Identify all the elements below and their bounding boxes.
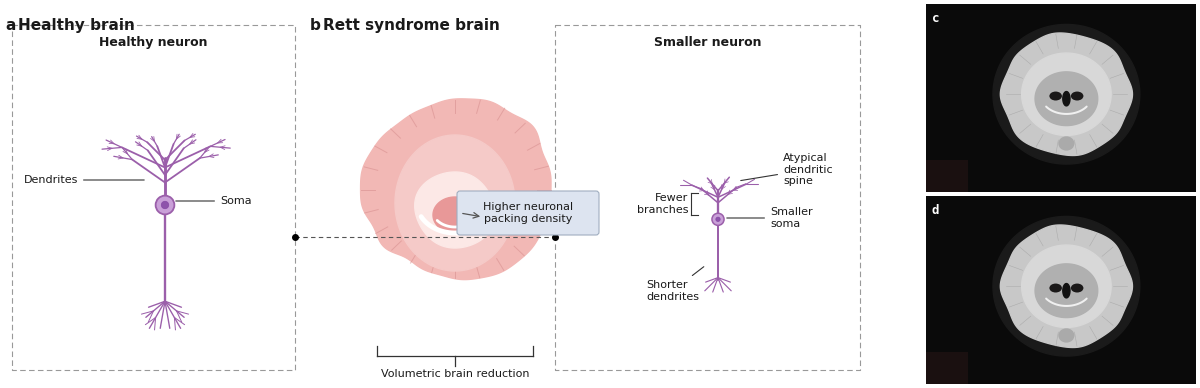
Text: a: a: [5, 18, 16, 33]
Ellipse shape: [1070, 284, 1084, 293]
Ellipse shape: [156, 196, 174, 215]
Ellipse shape: [712, 213, 724, 225]
Ellipse shape: [1058, 328, 1074, 343]
Text: Smaller
soma: Smaller soma: [727, 207, 812, 229]
Text: Soma: Soma: [175, 196, 252, 206]
Text: Fewer
branches: Fewer branches: [636, 193, 688, 215]
Text: b: b: [310, 18, 320, 33]
Polygon shape: [1001, 33, 1133, 156]
Polygon shape: [1063, 284, 1070, 298]
Text: Smaller neuron: Smaller neuron: [654, 36, 761, 49]
Ellipse shape: [715, 217, 720, 222]
Polygon shape: [1036, 264, 1098, 317]
Ellipse shape: [161, 201, 169, 209]
Bar: [926, 4, 1196, 192]
Polygon shape: [992, 217, 1140, 356]
Polygon shape: [1021, 245, 1111, 327]
Polygon shape: [368, 106, 544, 272]
Text: d: d: [932, 204, 940, 217]
Ellipse shape: [1049, 284, 1062, 293]
Text: Higher neuronal
packing density: Higher neuronal packing density: [482, 202, 574, 224]
Bar: [926, 160, 968, 192]
Polygon shape: [1001, 225, 1133, 348]
Polygon shape: [1021, 53, 1111, 135]
Text: Rett syndrome brain: Rett syndrome brain: [323, 18, 500, 33]
FancyBboxPatch shape: [457, 191, 599, 235]
Text: c: c: [932, 12, 940, 25]
Bar: [926, 352, 968, 384]
Bar: [926, 196, 1196, 384]
Text: Volumetric brain reduction: Volumetric brain reduction: [380, 369, 529, 379]
Polygon shape: [1063, 92, 1070, 106]
Polygon shape: [992, 24, 1140, 164]
Polygon shape: [395, 135, 515, 271]
Text: Shorter
dendrites: Shorter dendrites: [646, 267, 704, 301]
Text: Dendrites: Dendrites: [24, 175, 144, 185]
Polygon shape: [360, 99, 551, 280]
Text: Healthy brain: Healthy brain: [18, 18, 134, 33]
Ellipse shape: [1058, 136, 1074, 151]
Text: Atypical
dendritic
spine: Atypical dendritic spine: [740, 153, 833, 186]
Polygon shape: [415, 172, 496, 248]
Ellipse shape: [1049, 92, 1062, 100]
Polygon shape: [1036, 72, 1098, 126]
Polygon shape: [433, 197, 478, 233]
Text: Healthy neuron: Healthy neuron: [100, 36, 208, 49]
Ellipse shape: [1070, 92, 1084, 100]
